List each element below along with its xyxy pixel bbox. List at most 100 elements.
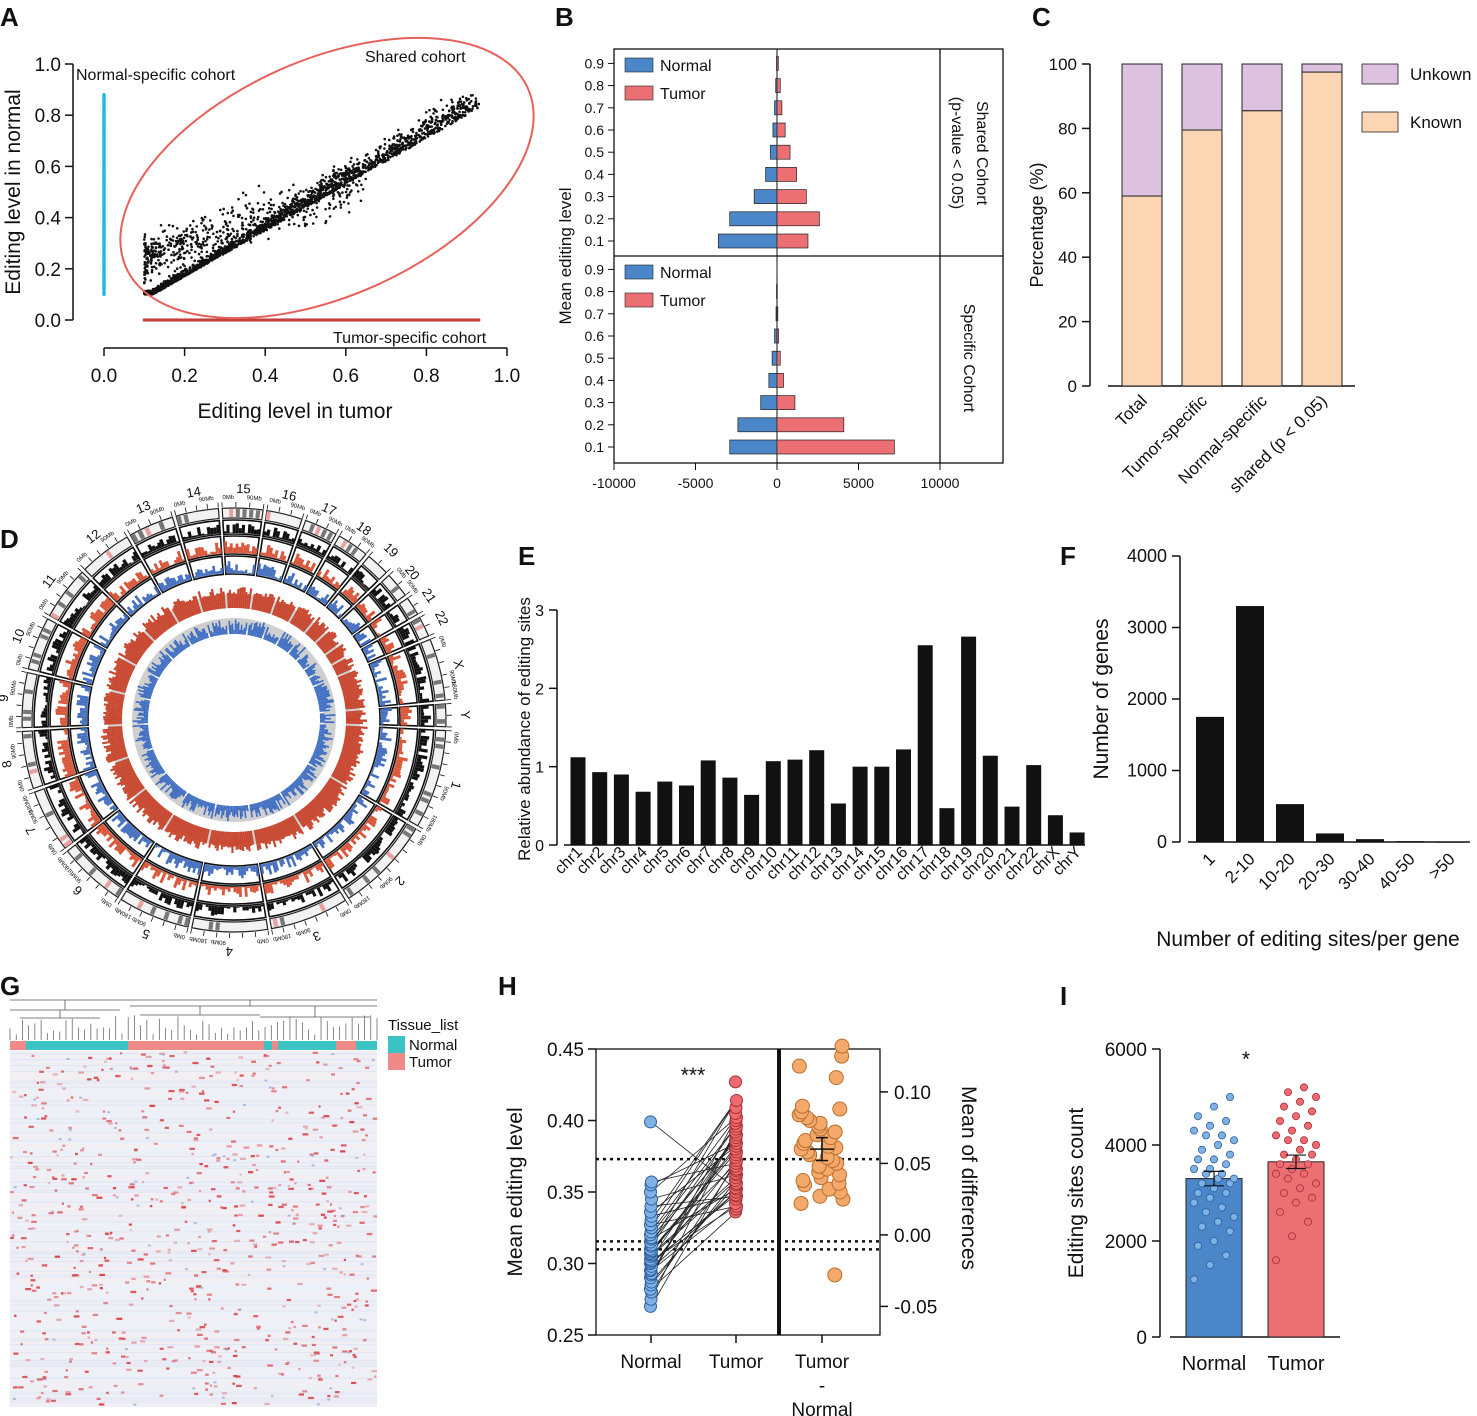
a-shared-point [165,238,168,242]
a-shared-point [144,241,147,245]
a-tumor-label: Tumor-specific cohort [333,330,487,347]
d-inner-blue-bar [293,780,300,787]
d-tumor-track-bar [61,755,72,761]
d-density-bar [414,766,424,773]
d-scale-tick [203,930,205,936]
d-cytoband [45,810,55,818]
d-inner-red-bar [233,831,236,847]
a-shared-point [196,236,199,239]
d-tumor-track-bar [262,552,267,557]
d-inner-red-bar [341,749,358,757]
panel-label-a: A [0,2,19,32]
a-shared-point [396,134,399,137]
d-scale-tick [139,911,143,917]
d-cytoband [63,839,73,848]
d-inner-blue-bar [237,805,240,811]
d-density-bar [66,814,75,822]
d-inner-blue-bar [246,804,249,812]
b-y-tick-label: 0.4 [585,166,605,182]
d-inner-blue-bar [151,766,163,774]
a-shared-point [179,266,182,269]
a-shared-point [290,205,294,208]
a-x-tick-label: 0.8 [413,366,439,387]
b-y-tick-label: 0.3 [585,189,605,205]
a-shared-point [393,143,397,147]
a-shared-point [380,158,384,162]
a-shared-point [273,215,276,219]
d-inner-blue-bar [250,804,254,812]
d-density-bar [420,729,426,733]
d-scale-tick [148,519,151,525]
a-shared-point [378,157,382,161]
d-tumor-track-bar [233,886,237,893]
d-inner-red-bar [269,825,277,842]
d-normal-track-bar [117,814,124,821]
d-density-bar [400,802,406,807]
d-normal-track-bar [137,835,146,845]
d-inner-blue-bar [296,777,304,785]
d-mb-mark: 90Mb [377,875,393,890]
d-tumor-track-bar [95,825,107,835]
a-shared-point [474,101,477,105]
a-shared-point [152,255,156,259]
a-shared-point [172,250,175,254]
d-inner-red-bar [344,735,363,740]
d-normal-track-bar [374,761,385,767]
b-x-tick-label: -5000 [678,475,714,491]
b-bar-tumor [776,395,796,410]
d-density-bar [45,695,49,700]
d-normal-track-bar [255,865,260,877]
f-y-tick-label: 0 [1157,832,1167,852]
d-inner-red-bar [242,831,247,848]
b-bar-tumor [776,328,779,344]
a-shared-point [270,207,273,211]
d-normal-track-bar [91,758,93,761]
a-shared-point [366,152,369,156]
d-normal-track-bar [240,866,244,879]
d-normal-track-bar [83,751,91,756]
a-shared-point [355,170,358,173]
d-density-bar [158,891,162,893]
a-shared-point [255,233,258,237]
d-inner-red-bar [188,825,198,845]
d-inner-blue-bar [311,756,316,760]
a-shared-point [236,232,239,236]
d-density-bar [419,738,428,743]
d-scale-tick [25,656,31,659]
d-density-bar [105,861,114,870]
a-shared-point [439,123,443,127]
g-heat-row [10,1058,377,1061]
a-shared-point [222,247,225,251]
d-inner-red-bar [257,829,263,844]
d-inner-blue-bar [313,751,322,756]
a-shared-point [376,161,380,165]
a-shared-point [334,205,338,209]
f-bar [1356,839,1384,842]
a-shared-point [225,235,229,239]
e-bar [700,760,716,845]
d-scale-tick [315,916,318,922]
d-inner-red-bar [231,593,234,609]
d-inner-blue-bar [308,761,318,768]
d-scale-tick [56,593,61,597]
b-bar-tumor [776,211,820,227]
c-y-tick-label: 60 [1058,184,1077,203]
d-inner-blue-bar [294,779,304,789]
d-tumor-track-bar [90,811,97,817]
e-bar [592,772,608,845]
d-density-bar [85,838,92,844]
b-bar-normal [765,167,778,182]
d-mb-mark: 180Mb [352,894,371,910]
d-normal-track-bar [283,857,286,860]
d-normal-track-bar [368,777,370,781]
d-density-bar [123,874,132,885]
a-shared-point [205,237,209,241]
d-scale-tick [432,795,438,799]
d-inner-red-bar [297,811,312,831]
d-normal-track-bar [332,827,340,835]
d-inner-red-bar [137,793,151,807]
a-shared-point [391,143,395,146]
a-shared-point [332,193,336,196]
panel-label-f: F [1060,541,1076,571]
d-normal-track-bar [235,564,238,574]
